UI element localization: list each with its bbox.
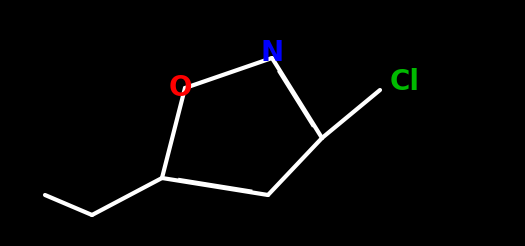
Text: N: N	[260, 39, 284, 67]
Text: O: O	[168, 74, 192, 102]
Text: Cl: Cl	[390, 68, 420, 96]
